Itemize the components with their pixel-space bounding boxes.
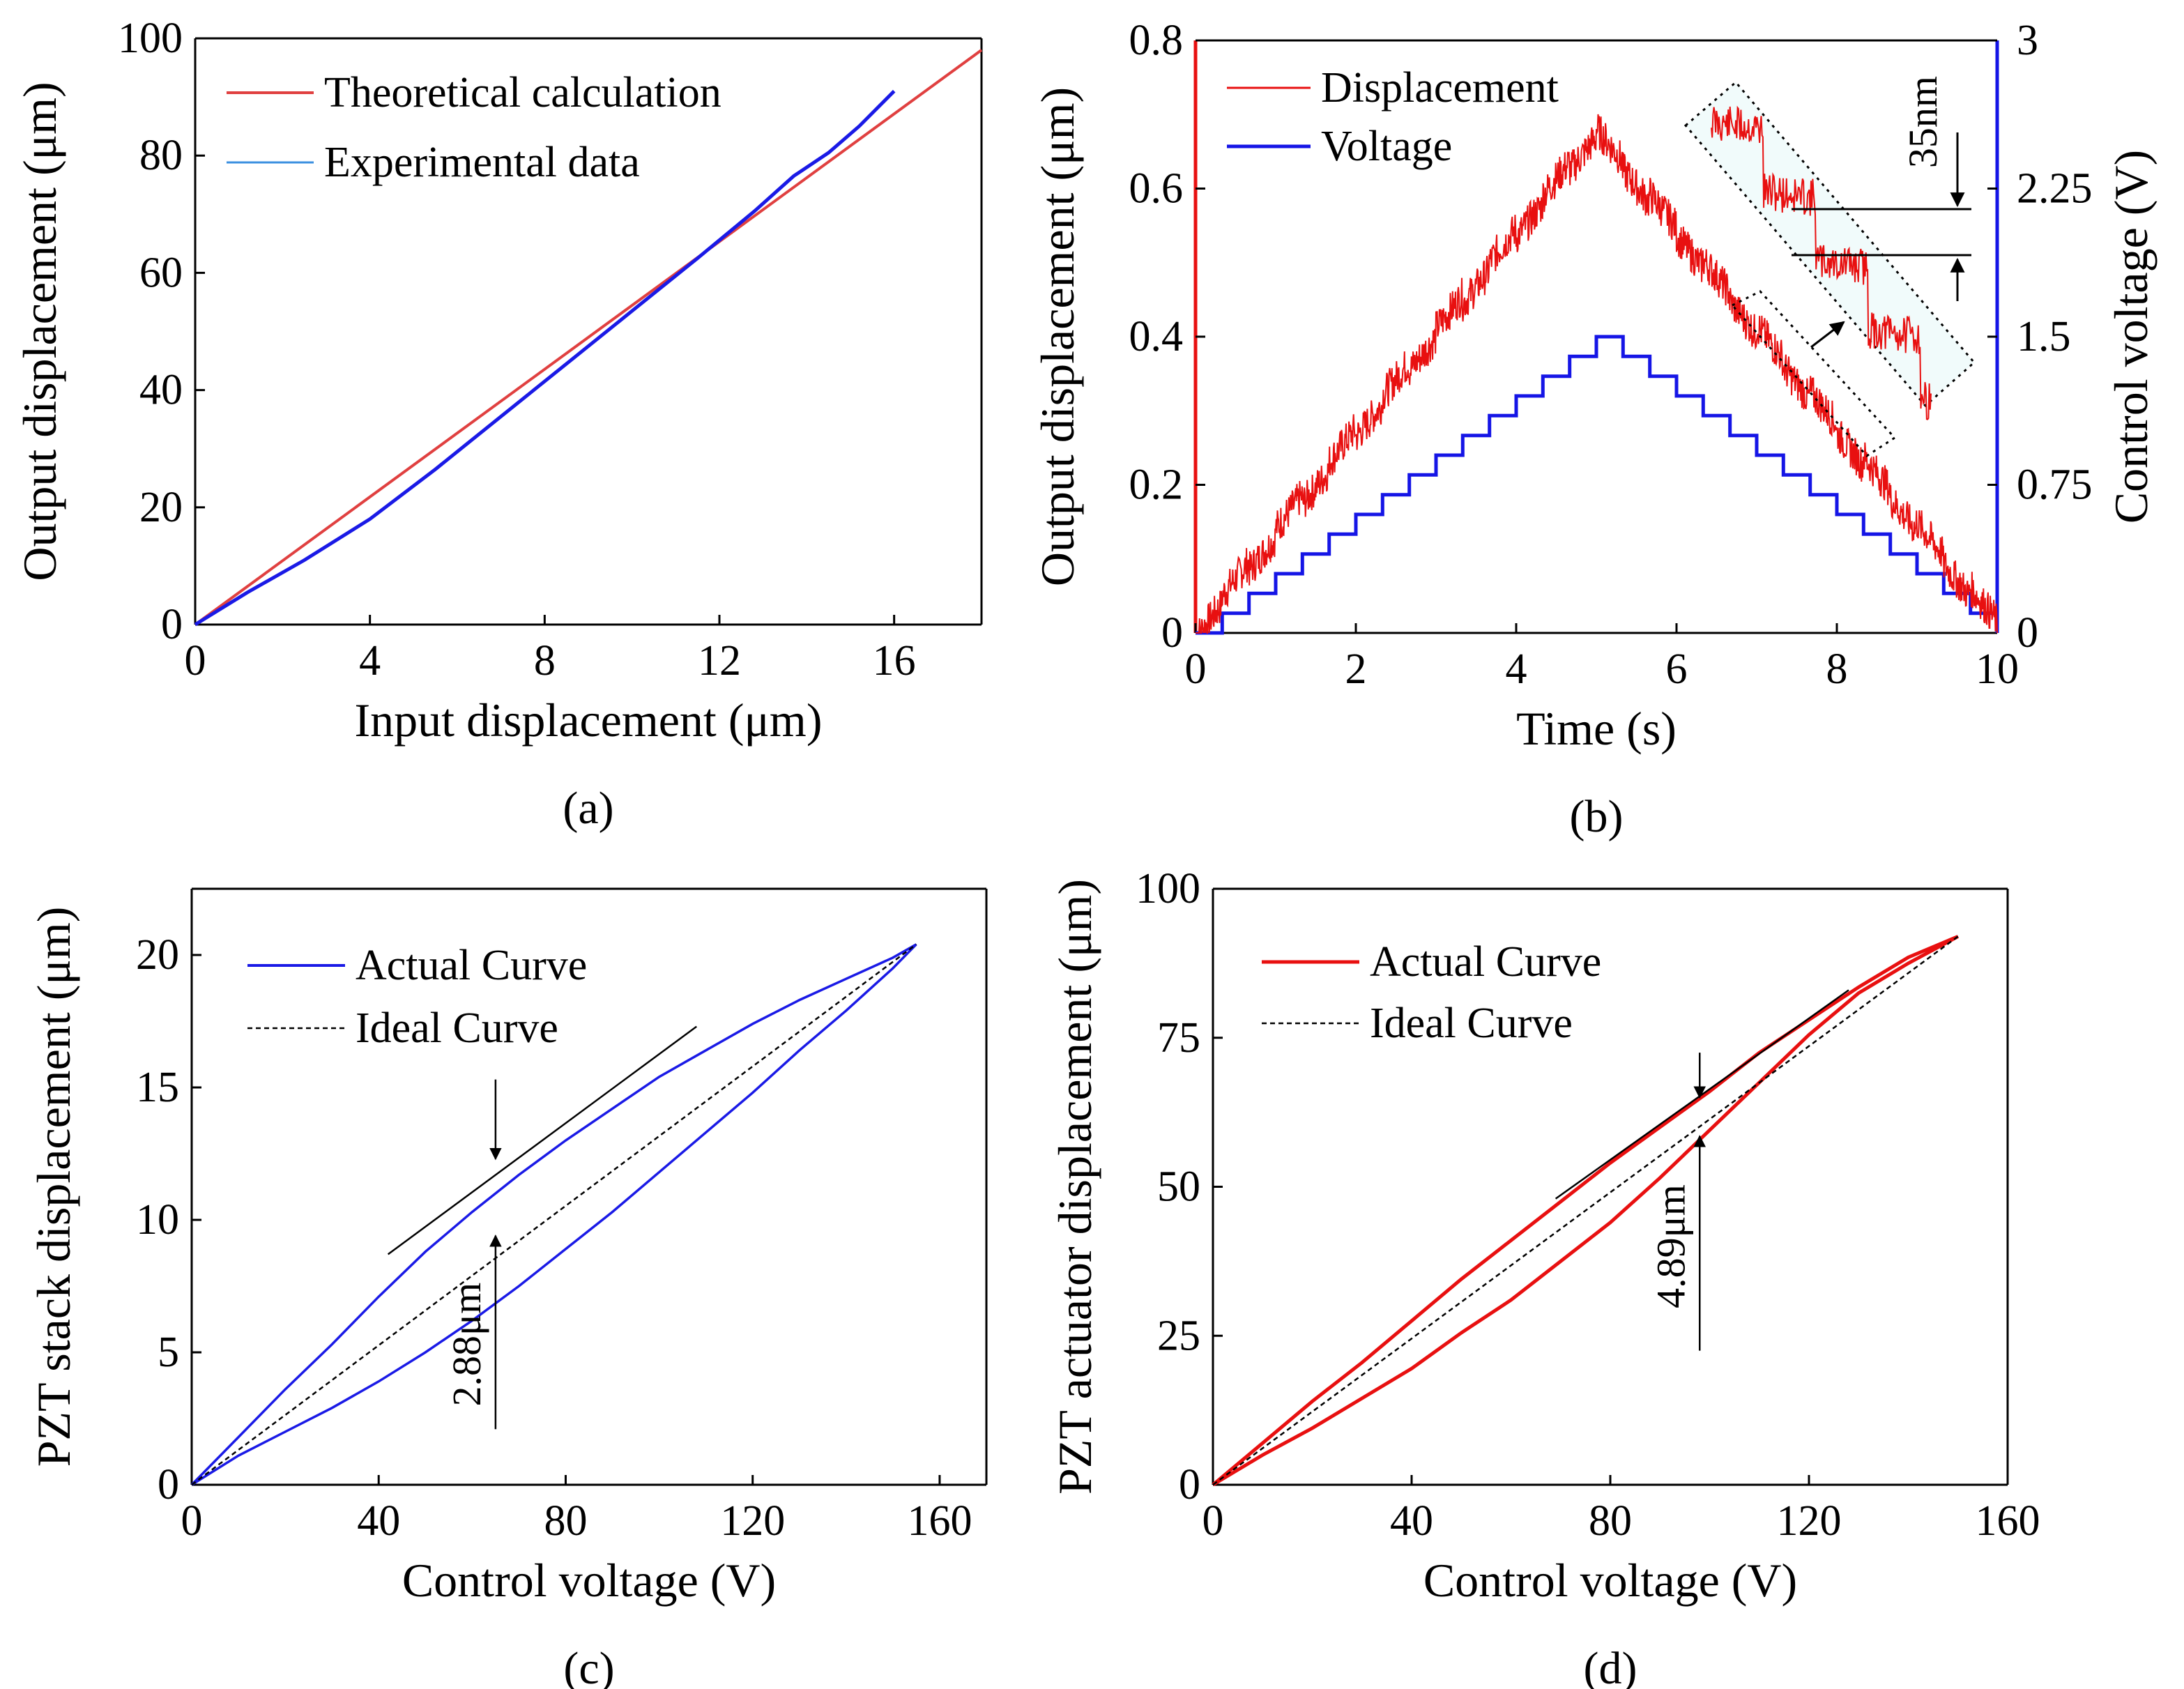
x-axis-label: Control voltage (V): [402, 1554, 776, 1607]
series-line-ideal: [191, 943, 917, 1486]
x-tick-label: 12: [698, 637, 741, 685]
y-axis-label: PZT stack displacement (μm): [27, 907, 80, 1467]
annotation-gap: 4.89μm: [1648, 1184, 1693, 1308]
x-tick-label: 8: [534, 637, 556, 685]
x-tick-label: 80: [544, 1497, 587, 1545]
series-line-voltage: [1196, 335, 1999, 635]
x-tick-label: 4: [359, 637, 381, 685]
y-tick-label: 60: [139, 249, 183, 296]
legend-label: Voltage: [1321, 123, 1452, 170]
y2-tick-label: 1.5: [2017, 313, 2071, 360]
y-tick-label: 15: [136, 1064, 179, 1111]
x-tick-label: 4: [1506, 645, 1527, 693]
legend-label: Actual Curve: [356, 942, 587, 989]
x-axis-label: Time (s): [1516, 702, 1677, 755]
tangent-line: [1555, 989, 1849, 1200]
series-line-ideal: [1212, 935, 1959, 1486]
x-axis-label: Control voltage (V): [1423, 1554, 1797, 1607]
panel-label: (b): [1570, 791, 1624, 842]
y-axis-label: Output displacement (μm): [1031, 87, 1084, 586]
series-line-actual: [1212, 935, 1959, 1487]
x-tick-label: 8: [1826, 645, 1848, 693]
x-tick-label: 0: [1202, 1497, 1224, 1545]
y2-axis-label: Control voltage (V): [2105, 150, 2158, 523]
y-tick-label: 0.8: [1129, 17, 1184, 64]
inset-pointer-arrow: [1810, 321, 1845, 349]
annotation-35nm: 35nm: [1900, 76, 1946, 168]
x-tick-label: 2: [1345, 645, 1367, 693]
y-tick-label: 0.6: [1129, 165, 1184, 213]
axes-a: 0 4 8 12 16 0 20 40 60 80 100 Input displacement (μ…: [13, 15, 983, 834]
x-tick-label: 120: [720, 1497, 785, 1545]
y-axis-label: Output displacement (μm): [13, 82, 66, 581]
x-tick-label: 80: [1589, 1497, 1632, 1545]
axes-c: 0 40 80 120 160 0 5 10 15 20 Control voltage (V) PZ…: [27, 887, 988, 1689]
legend-label: Ideal Curve: [356, 1004, 558, 1052]
y-tick-label: 0.4: [1129, 313, 1184, 360]
y-tick-label: 0: [161, 601, 183, 648]
x-tick-label: 160: [1976, 1497, 2040, 1545]
x-tick-label: 16: [873, 637, 916, 685]
y-tick-label: 10: [136, 1196, 179, 1244]
y-tick-label: 0.2: [1129, 461, 1184, 509]
y2-tick-label: 0.75: [2017, 461, 2093, 509]
x-tick-label: 160: [907, 1497, 972, 1545]
legend-label: Displacement: [1321, 64, 1559, 112]
axes-d: 0 40 80 120 160 0 25 50 75 100 Control voltage (V)…: [1048, 865, 2040, 1689]
x-tick-label: 40: [357, 1497, 400, 1545]
y-tick-label: 80: [139, 132, 183, 179]
series-line-displacement: [1196, 114, 1998, 634]
y-tick-label: 0: [1161, 609, 1183, 657]
inset-zoom-line: [1711, 105, 1932, 420]
series-line-theoretical: [194, 49, 983, 626]
y-tick-label: 0: [158, 1461, 179, 1508]
legend-label: Ideal Curve: [1370, 1000, 1573, 1047]
y-tick-label: 75: [1157, 1014, 1200, 1062]
legend-label: Actual Curve: [1370, 938, 1601, 986]
x-tick-label: 6: [1666, 645, 1688, 693]
x-tick-label: 0: [1185, 645, 1207, 693]
panel-label: (a): [563, 783, 613, 834]
panel-label: (c): [563, 1643, 614, 1689]
panel-label: (d): [1584, 1643, 1637, 1689]
x-tick-label: 0: [185, 637, 206, 685]
y-tick-label: 25: [1157, 1312, 1200, 1359]
y2-tick-label: 2.25: [2017, 165, 2093, 213]
annotation-gap: 2.88μm: [444, 1283, 489, 1407]
y-tick-label: 0: [1179, 1461, 1200, 1508]
y-tick-label: 100: [118, 15, 183, 62]
y-tick-label: 40: [139, 367, 183, 414]
x-tick-label: 0: [181, 1497, 203, 1545]
y-tick-label: 20: [136, 931, 179, 979]
inset-box: [1683, 80, 1976, 408]
series-line-experimental: [194, 89, 896, 627]
x-tick-label: 40: [1390, 1497, 1433, 1545]
x-tick-label: 120: [1777, 1497, 1842, 1545]
y-tick-label: 100: [1136, 865, 1200, 912]
y2-tick-label: 3: [2017, 17, 2038, 64]
y-tick-label: 20: [139, 484, 183, 531]
legend-label: Theoretical calculation: [324, 69, 721, 116]
y-axis-label: PZT actuator displacement (μm): [1048, 879, 1101, 1495]
legend-label: Experimental data: [324, 139, 640, 186]
y-tick-label: 5: [158, 1329, 179, 1376]
tangent-line: [387, 1025, 697, 1255]
x-axis-label: Input displacement (μm): [355, 694, 823, 747]
y2-tick-label: 0: [2017, 609, 2038, 657]
y-tick-label: 50: [1157, 1163, 1200, 1211]
zoom-source-box: [1730, 290, 1897, 457]
x-tick-label: 10: [1976, 645, 2019, 693]
